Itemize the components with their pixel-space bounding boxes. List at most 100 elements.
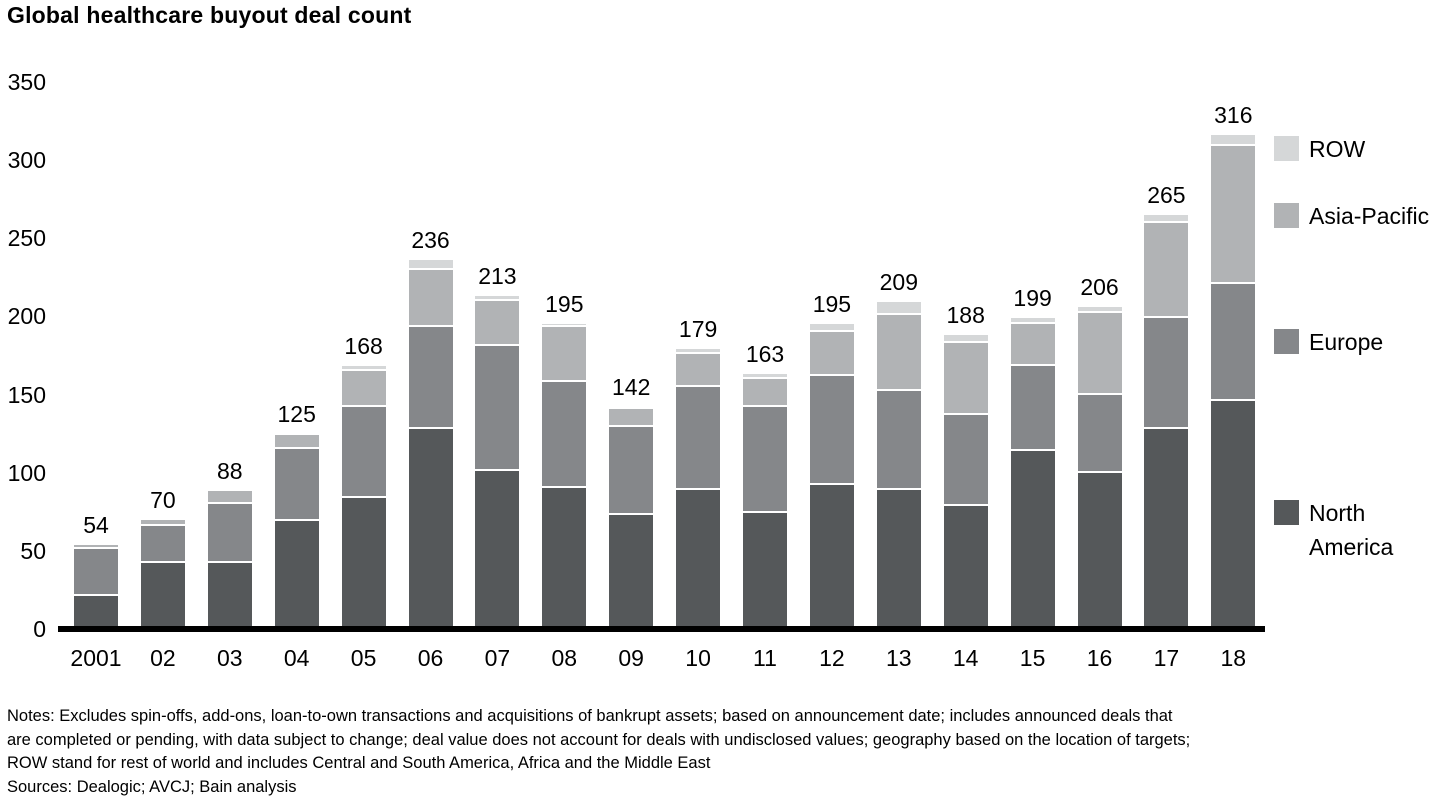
- bar-segment-north-america-03: [207, 563, 252, 629]
- x-axis-line: [58, 626, 1265, 632]
- bar-total-label-07: 213: [478, 263, 517, 290]
- x-axis-tick-label-09: 09: [618, 645, 644, 671]
- bar-segment-asia-pacific-03: [207, 491, 252, 504]
- bar-segment-europe-07: [475, 346, 520, 472]
- bar-total-label-17: 265: [1147, 181, 1186, 208]
- bar-segment-north-america-05: [341, 497, 386, 629]
- bar-segment-asia-pacific-07: [475, 300, 520, 347]
- bar-segment-europe-17: [1144, 318, 1189, 429]
- bar-segment-asia-pacific-10: [676, 353, 721, 387]
- x-axis-tick-label-15: 15: [1019, 645, 1046, 671]
- legend-label-asia-pacific: Asia-Pacific: [1309, 203, 1430, 229]
- bar-segment-asia-pacific-09: [609, 408, 654, 428]
- bar-segment-row-14: [943, 335, 988, 343]
- bar-total-label-14: 188: [946, 302, 985, 329]
- bar-segment-row-17: [1144, 214, 1189, 223]
- y-axis-tick-label: 50: [20, 537, 46, 564]
- y-axis-tick-label: 350: [7, 69, 46, 95]
- bar-total-label-08: 195: [545, 291, 584, 318]
- bar-segment-north-america-14: [943, 505, 988, 629]
- bar-segment-north-america-10: [676, 489, 721, 629]
- bar-total-label-16: 206: [1080, 274, 1119, 301]
- y-axis-tick-label: 200: [7, 303, 46, 330]
- bar-segment-asia-pacific-04: [274, 435, 319, 450]
- x-axis-tick-label-14: 14: [952, 645, 979, 671]
- bar-segment-row-16: [1077, 307, 1122, 314]
- bar-segment-north-america-08: [542, 488, 587, 629]
- notes-line-3: ROW stand for rest of world and includes…: [7, 754, 711, 772]
- bar-segment-north-america-2001: [74, 596, 118, 629]
- x-axis-tick-label-11: 11: [753, 645, 777, 671]
- bar-total-label-06: 236: [411, 227, 450, 254]
- x-axis-tick-label-17: 17: [1153, 645, 1180, 671]
- legend-swatch-europe-icon: [1274, 329, 1299, 354]
- bar-segment-north-america-16: [1077, 472, 1122, 629]
- bar-segment-europe-12: [809, 375, 854, 486]
- bar-segment-row-08: [542, 324, 587, 328]
- bar-segment-row-15: [1010, 318, 1055, 325]
- x-axis-tick-label-03: 03: [217, 645, 243, 671]
- bar-segment-row-05: [341, 366, 386, 372]
- y-axis-tick-label: 150: [7, 381, 46, 408]
- bar-segment-asia-pacific-05: [341, 371, 386, 408]
- bar-segment-asia-pacific-18: [1211, 146, 1256, 284]
- x-axis-tick-label-06: 06: [417, 645, 444, 671]
- bar-segment-north-america-06: [408, 428, 453, 629]
- bar-total-label-18: 316: [1214, 102, 1253, 129]
- bar-segment-asia-pacific-15: [1010, 324, 1055, 367]
- bar-segment-europe-13: [876, 391, 921, 490]
- bar-total-label-12: 195: [812, 291, 852, 318]
- x-axis-tick-label-07: 07: [484, 645, 511, 671]
- bar-segment-europe-08: [542, 382, 587, 489]
- bar-segment-row-18: [1211, 135, 1256, 147]
- bar-segment-north-america-07: [475, 471, 520, 629]
- x-axis-tick-label-13: 13: [886, 645, 912, 671]
- bar-total-label-13: 209: [879, 269, 918, 296]
- bar-segment-row-06: [408, 260, 453, 270]
- bar-segment-asia-pacific-11: [743, 378, 787, 408]
- bar-segment-north-america-15: [1010, 450, 1055, 629]
- bar-total-label-05: 168: [344, 333, 383, 360]
- y-axis-tick-label: 250: [7, 225, 46, 252]
- bar-segment-asia-pacific-12: [809, 332, 854, 376]
- x-axis-tick-label-18: 18: [1220, 645, 1247, 671]
- notes-line-1: Notes: Excludes spin-offs, add-ons, loan…: [7, 707, 1173, 725]
- bar-segment-row-07: [475, 296, 520, 301]
- bar-segment-europe-04: [274, 449, 319, 522]
- bar-segment-north-america-12: [809, 485, 854, 629]
- bar-segment-north-america-04: [274, 521, 319, 629]
- y-axis-tick-label: 0: [33, 616, 46, 642]
- x-axis-tick-label-05: 05: [350, 645, 377, 671]
- bar-segment-europe-05: [341, 407, 386, 498]
- bar-segment-north-america-11: [743, 513, 787, 629]
- x-axis-tick-label-10: 10: [685, 645, 711, 671]
- bar-segment-row-04: [274, 433, 319, 436]
- x-axis-tick-label-08: 08: [551, 645, 578, 671]
- chart-title: Global healthcare buyout deal count: [7, 2, 412, 28]
- notes-line-2: are completed or pending, with data subj…: [7, 730, 1191, 749]
- legend-label-europe: Europe: [1309, 329, 1384, 355]
- legend-swatch-north-america-icon: [1274, 500, 1299, 525]
- bar-segment-asia-pacific-2001: [74, 544, 118, 550]
- bar-total-label-2001: 54: [83, 511, 109, 538]
- bar-segment-europe-11: [743, 407, 787, 514]
- y-axis-tick-label: 100: [7, 459, 46, 486]
- bar-segment-north-america-17: [1144, 428, 1189, 629]
- legend-swatch-asia-pacific-icon: [1274, 203, 1299, 228]
- bar-total-label-09: 142: [612, 374, 651, 401]
- bar-total-label-15: 199: [1013, 284, 1052, 311]
- x-axis-tick-label-04: 04: [283, 645, 310, 671]
- bar-segment-europe-06: [408, 327, 453, 429]
- x-axis-tick-label-02: 02: [150, 645, 176, 671]
- bar-total-label-10: 179: [678, 316, 718, 343]
- bar-segment-europe-14: [943, 414, 988, 506]
- legend-label-north-america: North America: [1309, 500, 1394, 560]
- bar-total-label-03: 88: [217, 458, 243, 485]
- bar-segment-asia-pacific-13: [876, 314, 921, 392]
- bar-segment-europe-15: [1010, 366, 1055, 451]
- bar-segment-asia-pacific-16: [1077, 313, 1122, 395]
- bar-segment-europe-16: [1077, 394, 1122, 473]
- legend-swatch-row-icon: [1274, 136, 1299, 161]
- bar-total-label-04: 125: [277, 400, 316, 427]
- bar-segment-north-america-09: [609, 514, 654, 629]
